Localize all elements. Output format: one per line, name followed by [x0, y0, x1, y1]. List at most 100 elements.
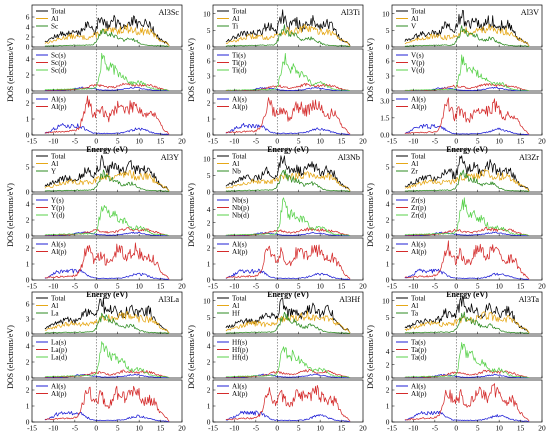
x-tick-label: 20	[178, 282, 186, 291]
legend-entry: La(p)	[51, 346, 68, 354]
x-tick-label: -5	[72, 282, 78, 291]
x-tick-label: 0	[454, 282, 458, 291]
legend-entry: La(s)	[51, 339, 67, 347]
x-tick-label: 0	[454, 424, 458, 433]
x-axis-label: Energy (eV)	[86, 145, 128, 154]
y-tick-label: 3	[386, 72, 390, 81]
dos-series-d	[225, 346, 351, 379]
y-tick-label: 2	[26, 216, 30, 225]
y-tick-label: 0	[26, 131, 30, 140]
y-tick-label: 2	[26, 386, 30, 395]
y-tick-label: 0	[26, 418, 30, 427]
x-tick-label: -10	[408, 424, 418, 433]
dos-series-s	[404, 231, 530, 237]
y-tick-label: 0	[207, 232, 211, 241]
legend-entry: Al	[411, 302, 418, 310]
legend-entry: Al(p)	[232, 248, 248, 256]
subplot-title: Al3Hf	[339, 295, 360, 304]
x-tick-label: -5	[72, 137, 78, 146]
legend-entry: Ti(d)	[232, 67, 247, 75]
dos-series-d	[44, 205, 170, 237]
x-tick-label: 10	[495, 424, 503, 433]
dos-series-p	[225, 385, 351, 422]
dos-series-al	[44, 23, 170, 47]
legend-entry: Al(s)	[411, 383, 426, 391]
y-tick-label: 0	[207, 418, 211, 427]
x-tick-label: -10	[48, 424, 58, 433]
dos-series-total	[404, 155, 530, 192]
y-tick-label: 1	[26, 260, 30, 269]
x-tick-label: 5	[116, 137, 120, 146]
x-tick-label: 15	[157, 137, 165, 146]
x-tick-label: 10	[495, 137, 503, 146]
legend-entry: Total	[51, 153, 66, 161]
dos-series-x	[225, 311, 351, 335]
legend-entry: Total	[411, 8, 426, 16]
legend-entry: Y(d)	[51, 212, 65, 220]
legend-entry: Hf(d)	[232, 354, 249, 362]
dos-series-p	[225, 227, 351, 237]
legend-entry: Zr(d)	[411, 212, 427, 220]
y-tick-label: 3.0	[380, 96, 390, 105]
x-tick-label: -5	[432, 137, 438, 146]
legend-entry: V(d)	[411, 67, 425, 75]
x-tick-label: 5	[116, 424, 120, 433]
y-tick-label: 0	[207, 188, 211, 197]
dos-series-d	[404, 54, 530, 92]
panel-frame	[212, 92, 364, 136]
x-tick-label: 10	[316, 424, 324, 433]
y-tick-label: 2	[26, 99, 30, 108]
y-tick-label: 0	[26, 43, 30, 52]
x-axis-label: Energy (eV)	[267, 145, 309, 154]
legend-entry: Ti(p)	[232, 59, 247, 67]
legend-entry: Al	[51, 302, 58, 310]
y-tick-label: 3	[207, 72, 211, 81]
y-axis-label: DOS (electrons/eV)	[366, 38, 375, 102]
dos-series-p	[225, 244, 351, 280]
y-tick-label: 4	[386, 200, 390, 209]
y-tick-label: 2	[207, 358, 211, 367]
legend-entry: Al(p)	[51, 390, 67, 398]
x-tick-label: -5	[253, 137, 259, 146]
y-tick-label: 1	[26, 115, 30, 124]
legend-entry: Al	[51, 15, 58, 23]
legend-entry: Al(p)	[411, 103, 427, 111]
y-tick-label: 1	[26, 402, 30, 411]
x-tick-label: 0	[275, 282, 279, 291]
dos-series-x	[225, 24, 351, 48]
legend-entry: Al(p)	[232, 390, 248, 398]
panel-frame	[31, 92, 183, 136]
y-tick-label: 10	[382, 9, 390, 18]
dos-series-p	[44, 82, 170, 92]
legend-entry: Total	[51, 8, 66, 16]
x-tick-label: -10	[408, 282, 418, 291]
x-tick-label: 20	[538, 424, 546, 433]
subplot-title: Al3Ta	[519, 295, 540, 304]
y-tick-label: 0.0	[380, 131, 390, 140]
dos-series-d	[225, 197, 351, 237]
x-tick-label: 10	[316, 137, 324, 146]
legend-entry: Al	[232, 302, 239, 310]
panel-frame	[212, 149, 364, 193]
y-tick-label: 0	[207, 87, 211, 96]
legend-entry: Total	[232, 8, 247, 16]
y-tick-label: 10	[203, 154, 211, 163]
legend-entry: Nb(d)	[232, 212, 250, 220]
y-tick-label: 2	[207, 218, 211, 227]
x-tick-label: 15	[157, 424, 165, 433]
dos-series-total	[404, 9, 530, 47]
legend-entry: Nb	[232, 168, 241, 176]
x-tick-label: 10	[316, 282, 324, 291]
legend-entry: La	[51, 310, 59, 318]
panel-frame	[212, 335, 364, 379]
x-tick-label: 20	[538, 137, 546, 146]
legend-entry: Al	[411, 15, 418, 23]
dos-series-total	[225, 155, 351, 192]
legend-entry: Total	[51, 295, 66, 303]
y-tick-label: 0	[26, 330, 30, 339]
y-tick-label: 6	[26, 13, 30, 22]
x-tick-label: 10	[135, 137, 143, 146]
y-tick-label: 0	[386, 232, 390, 241]
y-axis-label: DOS (electrons/eV)	[187, 183, 196, 247]
